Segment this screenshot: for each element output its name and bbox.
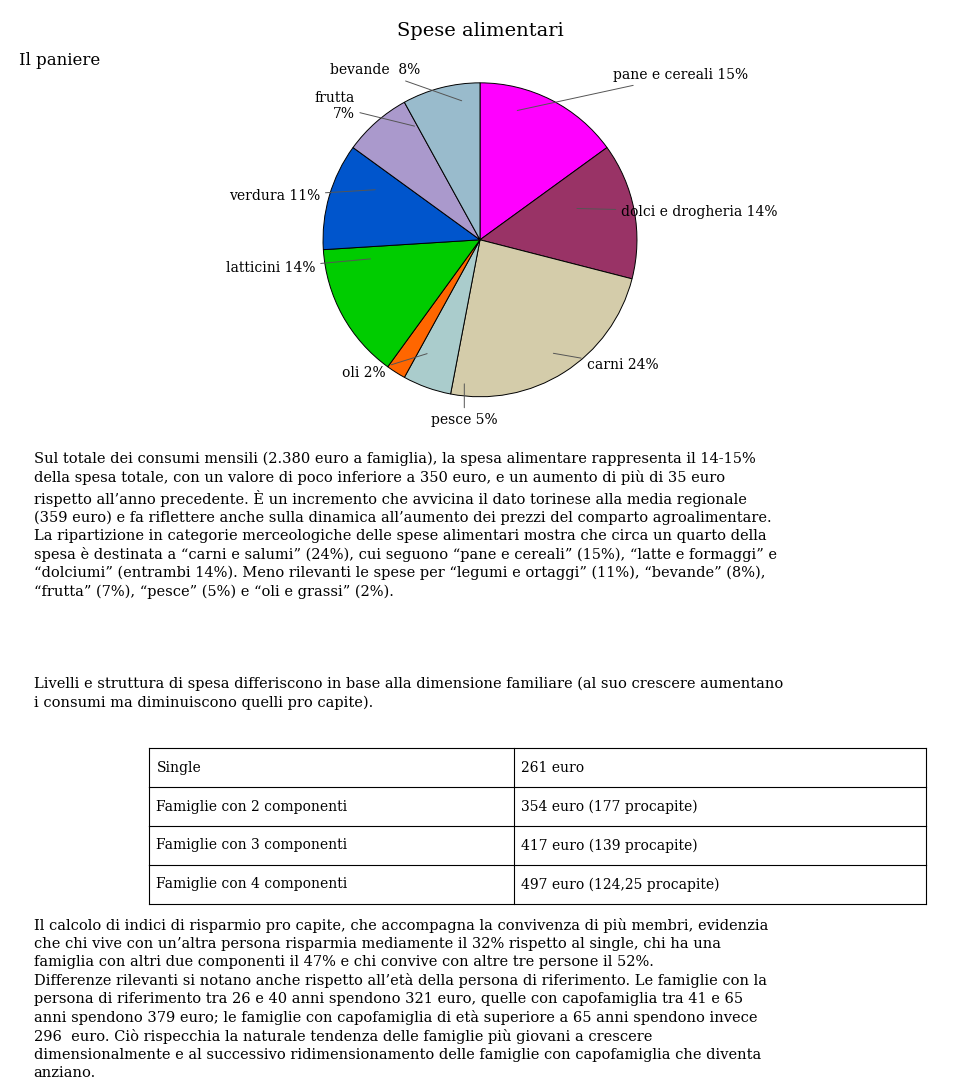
Text: dolci e drogheria 14%: dolci e drogheria 14%: [577, 205, 778, 219]
Text: verdura 11%: verdura 11%: [228, 189, 375, 203]
Text: Single: Single: [156, 761, 202, 775]
Text: frutta
7%: frutta 7%: [314, 92, 415, 126]
Text: Il paniere: Il paniere: [19, 52, 101, 70]
Text: carni 24%: carni 24%: [553, 353, 659, 373]
Text: Famiglie con 2 componenti: Famiglie con 2 componenti: [156, 800, 348, 813]
Wedge shape: [480, 83, 607, 240]
Text: Il calcolo di indici di risparmio pro capite, che accompagna la convivenza di pi: Il calcolo di indici di risparmio pro ca…: [34, 918, 768, 1080]
Text: 354 euro (177 procapite): 354 euro (177 procapite): [521, 799, 698, 814]
Wedge shape: [480, 147, 636, 279]
Text: Spese alimentari: Spese alimentari: [396, 22, 564, 40]
Wedge shape: [353, 102, 480, 240]
Text: pane e cereali 15%: pane e cereali 15%: [517, 68, 749, 110]
Wedge shape: [324, 147, 480, 250]
Text: Livelli e struttura di spesa differiscono in base alla dimensione familiare (al : Livelli e struttura di spesa differiscon…: [34, 677, 782, 710]
Wedge shape: [404, 240, 480, 393]
Text: Famiglie con 4 componenti: Famiglie con 4 componenti: [156, 877, 348, 892]
Text: latticini 14%: latticini 14%: [226, 259, 371, 275]
Wedge shape: [388, 240, 480, 377]
Text: 417 euro (139 procapite): 417 euro (139 procapite): [521, 838, 698, 852]
Wedge shape: [404, 83, 480, 240]
Text: bevande  8%: bevande 8%: [330, 63, 462, 100]
Text: pesce 5%: pesce 5%: [431, 384, 497, 427]
Text: Famiglie con 3 componenti: Famiglie con 3 componenti: [156, 838, 348, 852]
Text: 261 euro: 261 euro: [521, 761, 585, 775]
Wedge shape: [324, 240, 480, 366]
Wedge shape: [450, 240, 632, 397]
Text: 497 euro (124,25 procapite): 497 euro (124,25 procapite): [521, 877, 720, 892]
Text: oli 2%: oli 2%: [342, 353, 427, 380]
Text: Sul totale dei consumi mensili (2.380 euro a famiglia), la spesa alimentare rapp: Sul totale dei consumi mensili (2.380 eu…: [34, 451, 777, 598]
